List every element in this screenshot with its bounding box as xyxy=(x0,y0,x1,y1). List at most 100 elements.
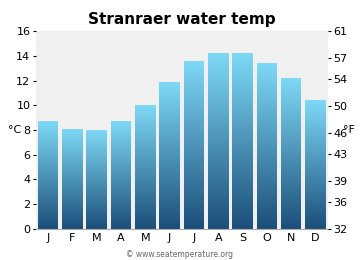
Bar xyxy=(257,137,277,138)
Bar xyxy=(62,206,83,207)
Bar xyxy=(86,156,107,157)
Bar xyxy=(232,131,253,132)
Bar xyxy=(305,216,326,217)
Bar xyxy=(159,155,180,156)
Bar xyxy=(135,150,156,151)
Bar xyxy=(257,203,277,204)
Bar xyxy=(62,135,83,136)
Bar xyxy=(281,146,301,147)
Bar xyxy=(184,146,204,147)
Bar xyxy=(86,203,107,204)
Bar xyxy=(111,146,131,147)
Bar xyxy=(305,116,326,117)
Bar xyxy=(86,140,107,141)
Bar xyxy=(184,97,204,98)
Bar xyxy=(62,171,83,172)
Bar xyxy=(208,127,229,128)
Bar xyxy=(111,125,131,126)
Bar xyxy=(159,162,180,163)
Bar xyxy=(257,209,277,210)
Bar xyxy=(111,159,131,160)
Bar xyxy=(232,78,253,79)
Bar xyxy=(232,139,253,140)
Bar xyxy=(257,178,277,179)
Bar xyxy=(208,71,229,72)
Bar xyxy=(208,176,229,177)
Bar xyxy=(38,209,58,210)
Bar xyxy=(135,198,156,199)
Bar xyxy=(184,217,204,218)
Bar xyxy=(305,122,326,123)
Bar xyxy=(305,150,326,151)
Bar xyxy=(208,96,229,97)
Bar xyxy=(208,160,229,161)
Bar xyxy=(232,216,253,217)
Bar xyxy=(62,149,83,150)
Bar xyxy=(257,155,277,156)
Bar xyxy=(135,116,156,117)
Bar xyxy=(159,166,180,167)
Bar xyxy=(281,178,301,179)
Y-axis label: °F: °F xyxy=(343,125,355,135)
Bar xyxy=(305,202,326,203)
Bar xyxy=(184,80,204,81)
Bar xyxy=(281,167,301,168)
Bar xyxy=(208,143,229,144)
Bar xyxy=(208,172,229,173)
Bar xyxy=(111,136,131,137)
Bar xyxy=(232,135,253,136)
Bar xyxy=(281,158,301,159)
Bar xyxy=(257,139,277,140)
Bar xyxy=(281,185,301,186)
Bar xyxy=(208,157,229,158)
Bar xyxy=(111,151,131,152)
Bar xyxy=(232,206,253,207)
Bar xyxy=(208,173,229,174)
Bar xyxy=(257,99,277,100)
Bar xyxy=(208,82,229,83)
Bar xyxy=(135,195,156,196)
Bar xyxy=(257,143,277,144)
Bar xyxy=(135,124,156,125)
Bar xyxy=(135,138,156,139)
Bar xyxy=(208,137,229,138)
Bar xyxy=(281,111,301,112)
Bar xyxy=(62,155,83,156)
Bar xyxy=(305,226,326,227)
Bar xyxy=(281,102,301,103)
Bar xyxy=(257,136,277,137)
Bar xyxy=(62,184,83,185)
Bar xyxy=(208,120,229,121)
Bar xyxy=(184,81,204,82)
Bar xyxy=(305,166,326,167)
Bar xyxy=(38,212,58,213)
Bar xyxy=(208,186,229,187)
Bar xyxy=(208,89,229,90)
Bar xyxy=(184,219,204,220)
Bar xyxy=(62,199,83,200)
Bar xyxy=(159,136,180,137)
Bar xyxy=(111,132,131,133)
Bar xyxy=(208,221,229,222)
Bar xyxy=(208,91,229,92)
Bar xyxy=(86,159,107,160)
Bar xyxy=(159,97,180,98)
Bar xyxy=(184,69,204,70)
Bar xyxy=(305,167,326,168)
Bar xyxy=(232,94,253,95)
Bar xyxy=(62,169,83,170)
Bar xyxy=(184,108,204,109)
Bar xyxy=(135,140,156,141)
Bar xyxy=(305,105,326,106)
Bar xyxy=(86,197,107,198)
Bar xyxy=(257,134,277,135)
Bar xyxy=(208,79,229,80)
Bar xyxy=(159,147,180,148)
Bar xyxy=(159,201,180,202)
Bar xyxy=(159,205,180,206)
Bar xyxy=(184,209,204,210)
Bar xyxy=(281,122,301,123)
Bar xyxy=(159,89,180,90)
Bar xyxy=(38,139,58,140)
Bar xyxy=(232,175,253,176)
